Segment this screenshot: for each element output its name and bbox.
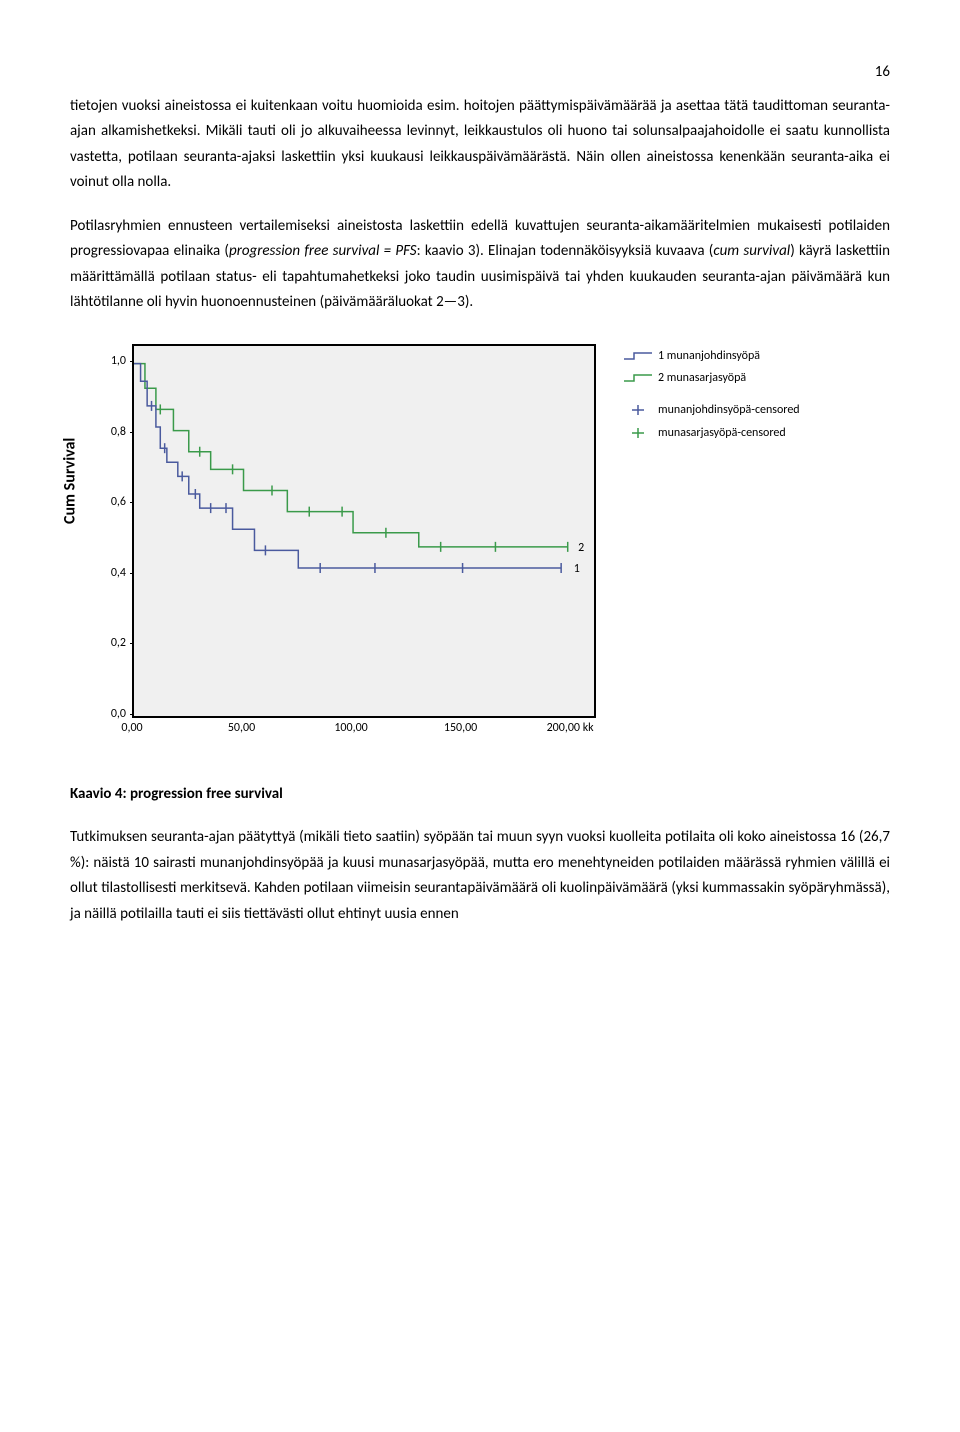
chart-caption: Kaavio 4: progression free survival xyxy=(70,782,890,808)
chart-box: Cum Survival 12 0,00,20,40,60,81,0 0,005… xyxy=(70,334,610,764)
legend-censor-icon-2 xyxy=(624,426,652,440)
x-tick-label: 50,00 xyxy=(228,718,255,738)
legend-label-2: 2 munasarjasyöpä xyxy=(658,368,746,388)
p2-c: : kaavio 3). Elinajan todennäköisyyksiä … xyxy=(417,242,714,260)
y-tick-label: 0,6 xyxy=(111,492,126,512)
svg-text:2: 2 xyxy=(578,540,584,554)
y-ticks: 0,00,20,40,60,81,0 xyxy=(100,344,130,714)
paragraph-2: Potilasryhmien ennusteen vertailemiseksi… xyxy=(70,214,890,316)
p2-b: progression free survival = PFS xyxy=(229,242,417,260)
legend-label-1: 1 munanjohdinsyöpä xyxy=(658,346,760,366)
paragraph-3: Tutkimuksen seuranta-ajan päätyttyä (mik… xyxy=(70,825,890,927)
x-tick-label: 200,00 kk xyxy=(547,718,594,738)
x-tick-label: 100,00 xyxy=(334,718,367,738)
y-axis-label: Cum Survival xyxy=(56,437,83,523)
legend-label-3: munanjohdinsyöpä-censored xyxy=(658,400,800,420)
plot-svg: 12 xyxy=(134,346,594,716)
legend-row-1: 1 munanjohdinsyöpä xyxy=(624,346,800,366)
legend-row-3: munanjohdinsyöpä-censored xyxy=(624,400,800,420)
x-tick-label: 150,00 xyxy=(444,718,477,738)
legend-row-2: 2 munasarjasyöpä xyxy=(624,368,800,388)
y-tick-label: 0,4 xyxy=(111,562,126,582)
legend-label-4: munasarjasyöpä-censored xyxy=(658,423,786,443)
plot-background: 12 xyxy=(132,344,596,718)
y-tick-label: 0,8 xyxy=(111,421,126,441)
svg-text:1: 1 xyxy=(574,562,580,576)
legend-step-icon-1 xyxy=(624,349,652,363)
legend-censor-icon-1 xyxy=(624,403,652,417)
km-chart: Cum Survival 12 0,00,20,40,60,81,0 0,005… xyxy=(70,334,890,764)
y-tick-label: 1,0 xyxy=(111,351,126,371)
x-tick-label: 0,00 xyxy=(121,718,142,738)
p2-d: cum survival xyxy=(713,242,790,260)
legend-row-4: munasarjasyöpä-censored xyxy=(624,423,800,443)
paragraph-1: tietojen vuoksi aineistossa ei kuitenkaa… xyxy=(70,94,890,196)
y-tick-label: 0,2 xyxy=(111,633,126,653)
legend-step-icon-2 xyxy=(624,371,652,385)
legend: 1 munanjohdinsyöpä 2 munasarjasyöpä muna… xyxy=(624,346,800,444)
page-number: 16 xyxy=(70,60,890,86)
